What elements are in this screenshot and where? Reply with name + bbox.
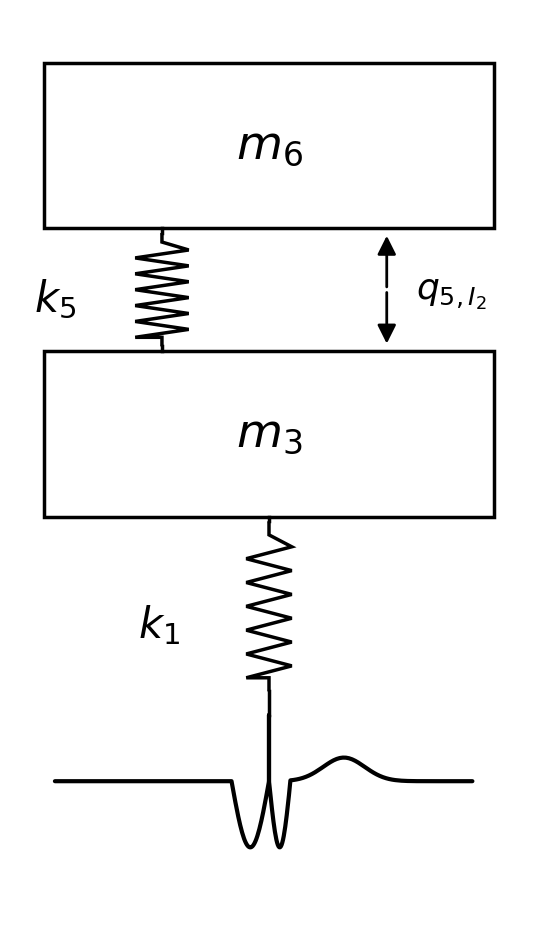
Bar <box>44 63 494 228</box>
Text: $k_1$: $k_1$ <box>138 603 180 647</box>
Bar <box>44 351 494 517</box>
Text: $q_{5,I_2}$: $q_{5,I_2}$ <box>416 278 487 312</box>
Text: $m_6$: $m_6$ <box>236 123 302 168</box>
Text: $k_5$: $k_5$ <box>34 278 76 320</box>
Text: $m_3$: $m_3$ <box>236 411 302 456</box>
